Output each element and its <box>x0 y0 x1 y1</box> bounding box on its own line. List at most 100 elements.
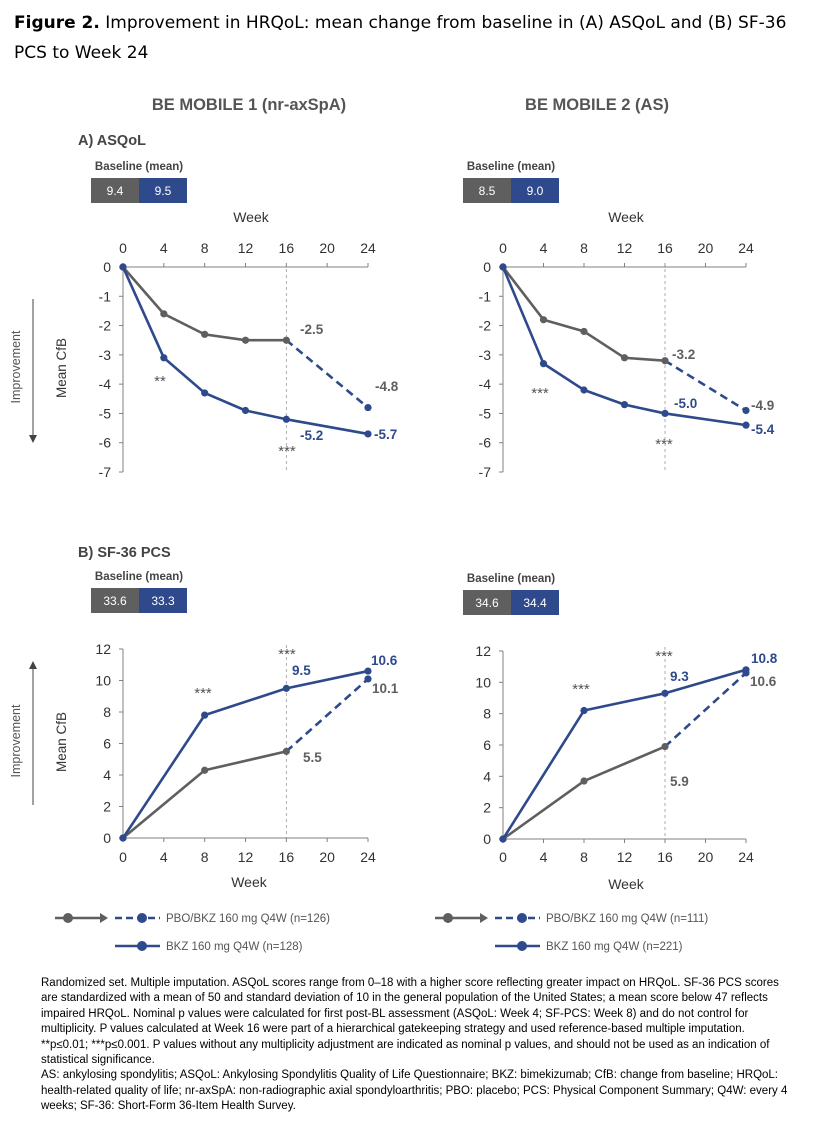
series-bkz-point <box>282 415 290 423</box>
x-tick-label: 0 <box>119 240 127 256</box>
x-tick-label: 20 <box>698 849 714 865</box>
y-tick-label: 0 <box>103 830 111 846</box>
x-tick-label: 4 <box>160 849 168 865</box>
series-pbo-bkz-segment <box>204 750 287 772</box>
significance-marker: *** <box>278 646 296 663</box>
y-tick-label: -4 <box>479 376 492 392</box>
improvement-label: Improvement <box>9 330 23 403</box>
x-tick-label: 0 <box>119 849 127 865</box>
series-bkz-point <box>661 689 669 697</box>
series-bkz-segment <box>501 709 586 840</box>
y-tick-label: -7 <box>99 464 112 480</box>
significance-marker: *** <box>572 681 590 698</box>
series-bkz-segment <box>204 687 287 717</box>
significance-marker: *** <box>194 685 212 702</box>
x-tick-label: 24 <box>738 240 754 256</box>
series-bkz-segment <box>501 266 545 365</box>
legend-pbo-marker <box>443 913 453 923</box>
x-tick-label: 0 <box>499 240 507 256</box>
series-bkz-segment <box>121 714 206 839</box>
baseline-label: Baseline (mean) <box>467 573 555 585</box>
data-label: -5.2 <box>300 428 323 443</box>
data-label: 5.5 <box>303 750 322 765</box>
data-label: 9.5 <box>292 663 311 678</box>
data-label: 10.1 <box>372 681 399 696</box>
series-pbo-bkz-point <box>661 357 669 365</box>
series-bkz-point <box>539 360 548 368</box>
series-bkz-point <box>742 421 750 429</box>
series-bkz-point <box>364 667 372 675</box>
data-label: -5.7 <box>374 427 397 442</box>
y-tick-label: 6 <box>483 737 491 753</box>
series-bkz-point <box>282 684 290 692</box>
x-tick-label: 12 <box>617 849 633 865</box>
x-tick-label: 20 <box>319 849 335 865</box>
baseline-label: Baseline (mean) <box>95 571 183 583</box>
y-axis-title: Mean CfB <box>54 712 69 772</box>
series-pbo-bkz-point <box>620 354 629 362</box>
y-tick-label: -7 <box>479 464 492 480</box>
series-bkz-segment <box>286 669 369 690</box>
baseline-value-pbo: 8.5 <box>479 184 496 198</box>
series-pbo-bkz-segment <box>163 312 206 336</box>
series-bkz-segment <box>121 266 166 359</box>
series-pbo-bkz-segment <box>664 671 747 748</box>
series-bkz-point <box>119 834 127 842</box>
baseline-box-pbo <box>463 178 511 203</box>
y-tick-label: 4 <box>483 768 491 784</box>
baseline-box-bkz <box>139 588 187 613</box>
series-pbo-bkz-segment <box>583 330 626 359</box>
footnote-methods: Randomized set. Multiple imputation. ASQ… <box>41 977 779 1067</box>
series-bkz-point <box>201 711 209 719</box>
y-tick-label: 8 <box>103 704 111 720</box>
series-bkz-segment <box>542 362 585 392</box>
x-tick-label: 24 <box>738 849 754 865</box>
panel-label: B) SF-36 PCS <box>78 545 171 561</box>
series-bkz-segment <box>245 409 287 421</box>
significance-marker: *** <box>531 385 549 402</box>
x-tick-label: 24 <box>360 849 376 865</box>
y-tick-label: 8 <box>483 706 491 722</box>
significance-marker: *** <box>655 648 673 665</box>
series-pbo-bkz-segment <box>122 769 206 840</box>
baseline-box-pbo <box>91 588 139 613</box>
baseline-value-bkz: 34.4 <box>523 596 547 610</box>
data-label: -4.8 <box>375 379 399 394</box>
significance-marker: *** <box>655 436 673 453</box>
baseline-value-pbo: 33.6 <box>103 594 127 608</box>
series-bkz-segment <box>286 418 369 436</box>
y-tick-label: 12 <box>475 643 491 659</box>
y-tick-label: 10 <box>475 674 491 690</box>
series-bkz-point <box>742 666 750 674</box>
series-bkz-segment <box>664 668 747 695</box>
y-tick-label: -1 <box>479 288 492 304</box>
y-tick-label: -3 <box>479 347 492 363</box>
y-tick-label: 0 <box>483 259 491 275</box>
y-tick-label: 2 <box>103 799 111 815</box>
legend-bkz-label: BKZ 160 mg Q4W (n=128) <box>166 941 303 953</box>
y-tick-label: 0 <box>483 831 491 847</box>
legend-1: PBO/BKZ 160 mg Q4W (n=126) BKZ 160 mg Q4W… <box>55 913 330 953</box>
series-pbo-bkz-segment <box>624 356 666 363</box>
figure-title-text: Improvement in HRQoL: mean change from b… <box>14 13 787 63</box>
x-tick-label: 8 <box>580 240 588 256</box>
legend-pbo-switch-marker <box>517 913 527 923</box>
legend-pbo-marker <box>63 913 73 923</box>
x-axis-title: Week <box>233 209 270 225</box>
series-pbo-bkz-point <box>282 336 290 344</box>
y-tick-label: 4 <box>103 767 111 783</box>
y-tick-label: -2 <box>99 318 112 334</box>
y-tick-label: -3 <box>99 347 112 363</box>
series-bkz-point <box>661 409 669 418</box>
y-tick-label: -5 <box>479 405 492 421</box>
series-pbo-bkz-point <box>364 675 372 683</box>
baseline-value-bkz: 9.0 <box>527 184 544 198</box>
baseline-box-bkz <box>511 178 559 203</box>
series-pbo-bkz-point <box>364 403 372 412</box>
data-label: 10.6 <box>371 653 398 668</box>
figure-title: Figure 2. Improvement in HRQoL: mean cha… <box>14 8 804 68</box>
chart-panel-a2: Baseline (mean) 8.5 9.0 0 -1 -2 -3 -4 -5 -6 -7 0 4 8 1… <box>463 161 775 480</box>
x-tick-label: 4 <box>160 240 168 256</box>
